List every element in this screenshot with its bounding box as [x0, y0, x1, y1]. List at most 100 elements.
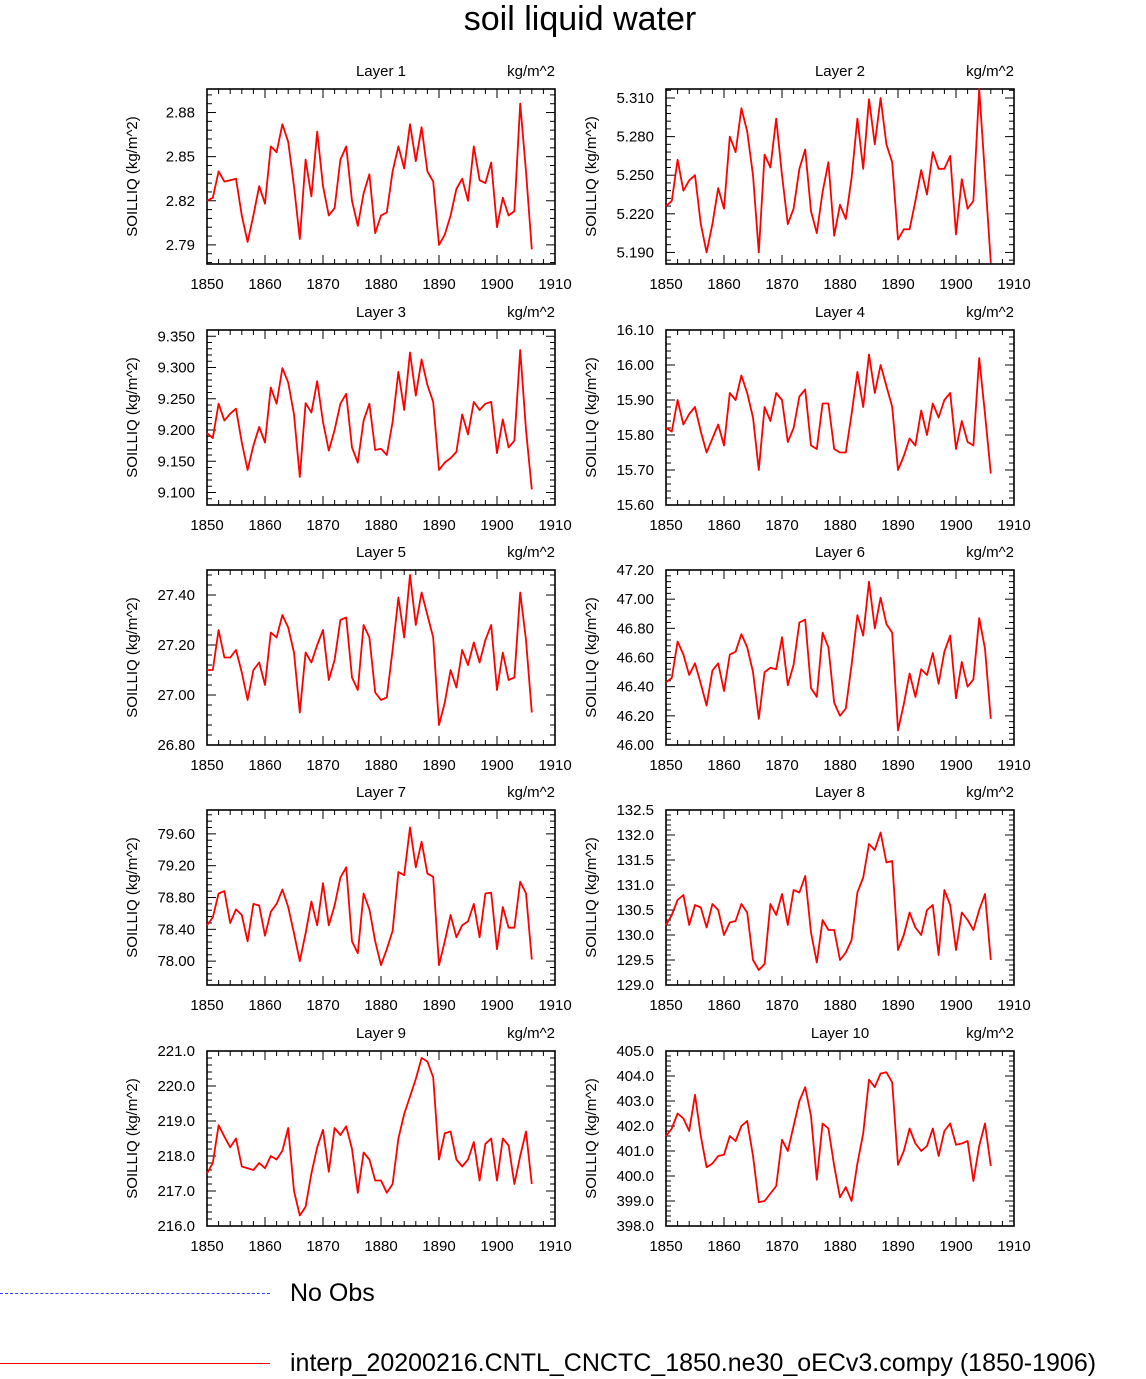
legend-model-line — [0, 1363, 270, 1364]
x-tick-label: 1870 — [306, 757, 339, 774]
y-tick-label: 9.200 — [157, 422, 195, 439]
x-tick-label: 1850 — [649, 1238, 682, 1255]
x-tick-label: 1900 — [939, 1238, 972, 1255]
x-tick-label: 1870 — [306, 517, 339, 534]
panel-units: kg/m^2 — [966, 544, 1014, 561]
x-tick-label: 1890 — [422, 997, 455, 1014]
y-tick-label: 47.00 — [616, 591, 654, 608]
y-tick-label: 46.40 — [616, 679, 654, 696]
x-tick-label: 1870 — [765, 276, 798, 293]
panel-units: kg/m^2 — [507, 544, 555, 561]
x-tick-label: 1900 — [939, 997, 972, 1014]
panel-units: kg/m^2 — [507, 63, 555, 80]
x-tick-label: 1850 — [649, 517, 682, 534]
x-tick-label: 1890 — [881, 997, 914, 1014]
y-tick-label: 78.80 — [157, 890, 195, 907]
legend-model-label: interp_20200216.CNTL_CNCTC_1850.ne30_oEC… — [290, 1349, 1097, 1377]
y-tick-label: 405.0 — [616, 1043, 654, 1060]
x-tick-label: 1860 — [707, 1238, 740, 1255]
panel-units: kg/m^2 — [507, 304, 555, 321]
series-line — [206, 349, 533, 490]
x-tick-label: 1850 — [190, 1238, 223, 1255]
y-tick-label: 26.80 — [157, 737, 195, 754]
x-tick-label: 1850 — [190, 276, 223, 293]
y-tick-label: 5.250 — [616, 167, 654, 184]
plot-frame — [206, 88, 556, 265]
x-tick-label: 1860 — [707, 997, 740, 1014]
panel-units: kg/m^2 — [966, 63, 1014, 80]
y-tick-label: 130.0 — [616, 927, 654, 944]
y-tick-label: 15.80 — [616, 427, 654, 444]
chart-main-title: soil liquid water — [463, 0, 697, 38]
x-tick-label: 1900 — [480, 757, 513, 774]
chart-panel-9: 1850 1860 1870 1880 1890 1900 1910 216.0 217.0 21… — [124, 1025, 572, 1255]
series-line — [206, 1057, 533, 1217]
x-tick-label: 1900 — [939, 757, 972, 774]
x-tick-label: 1890 — [422, 757, 455, 774]
x-tick-label: 1880 — [364, 517, 397, 534]
x-tick-label: 1910 — [997, 997, 1030, 1014]
x-tick-label: 1860 — [707, 517, 740, 534]
y-tick-label: 404.0 — [616, 1068, 654, 1085]
y-axis-label: SOILLIQ (kg/m^2) — [124, 116, 141, 236]
y-tick-label: 403.0 — [616, 1093, 654, 1110]
y-tick-label: 79.60 — [157, 826, 195, 843]
panel-title: Layer 5 — [356, 544, 406, 561]
x-tick-label: 1900 — [480, 276, 513, 293]
y-tick-label: 400.0 — [616, 1168, 654, 1185]
y-tick-label: 46.20 — [616, 708, 654, 725]
x-tick-label: 1890 — [422, 276, 455, 293]
y-axis-label: SOILLIQ (kg/m^2) — [583, 116, 600, 236]
y-axis-label: SOILLIQ (kg/m^2) — [583, 1078, 600, 1198]
y-tick-label: 132.5 — [616, 802, 654, 819]
x-tick-label: 1870 — [765, 997, 798, 1014]
chart-panel-3: 1850 1860 1870 1880 1890 1900 1910 9.100 9.150 9.… — [124, 304, 572, 534]
x-tick-label: 1850 — [190, 517, 223, 534]
y-tick-label: 16.10 — [616, 322, 654, 339]
chart-panel-10: 1850 1860 1870 1880 1890 1900 1910 398.0 399.0 40… — [583, 1025, 1031, 1255]
x-tick-label: 1860 — [248, 276, 281, 293]
y-tick-label: 129.0 — [616, 977, 654, 994]
x-tick-label: 1910 — [997, 276, 1030, 293]
chart-panel-1: 1850 1860 1870 1880 1890 1900 1910 2.79 2.82 2.85… — [124, 63, 572, 293]
x-tick-label: 1860 — [707, 276, 740, 293]
series-line — [207, 574, 533, 726]
y-tick-label: 131.0 — [616, 877, 654, 894]
y-tick-label: 15.60 — [616, 497, 654, 514]
y-tick-label: 27.20 — [157, 637, 195, 654]
y-tick-label: 5.190 — [616, 244, 654, 261]
x-tick-label: 1890 — [422, 517, 455, 534]
x-tick-label: 1850 — [649, 757, 682, 774]
panel-title: Layer 4 — [815, 304, 865, 321]
x-tick-label: 1860 — [248, 757, 281, 774]
y-tick-label: 2.85 — [166, 149, 195, 166]
y-tick-label: 217.0 — [157, 1183, 195, 1200]
x-tick-label: 1870 — [306, 1238, 339, 1255]
y-tick-label: 2.79 — [166, 237, 195, 254]
y-tick-label: 402.0 — [616, 1118, 654, 1135]
y-tick-label: 2.82 — [166, 193, 195, 210]
x-tick-label: 1910 — [997, 517, 1030, 534]
series-line — [665, 580, 992, 732]
y-tick-label: 129.5 — [616, 952, 654, 969]
chart-panel-4: 1850 1860 1870 1880 1890 1900 1910 15.60 15.70 15… — [583, 304, 1031, 534]
y-tick-label: 5.220 — [616, 206, 654, 223]
y-tick-label: 46.60 — [616, 650, 654, 667]
plot-frame — [665, 329, 1015, 506]
x-tick-label: 1910 — [538, 276, 571, 293]
series-line — [206, 826, 533, 966]
y-tick-label: 399.0 — [616, 1193, 654, 1210]
panel-units: kg/m^2 — [507, 784, 555, 801]
y-tick-label: 78.40 — [157, 921, 195, 938]
y-tick-label: 5.310 — [616, 90, 654, 107]
x-tick-label: 1890 — [881, 1238, 914, 1255]
plot-frame — [665, 1050, 1015, 1227]
plot-frame — [665, 88, 1015, 265]
y-tick-label: 78.00 — [157, 953, 195, 970]
x-tick-label: 1880 — [364, 1238, 397, 1255]
y-axis-label: SOILLIQ (kg/m^2) — [583, 837, 600, 957]
x-tick-label: 1880 — [823, 517, 856, 534]
x-tick-label: 1870 — [765, 1238, 798, 1255]
y-axis-label: SOILLIQ (kg/m^2) — [124, 357, 141, 477]
